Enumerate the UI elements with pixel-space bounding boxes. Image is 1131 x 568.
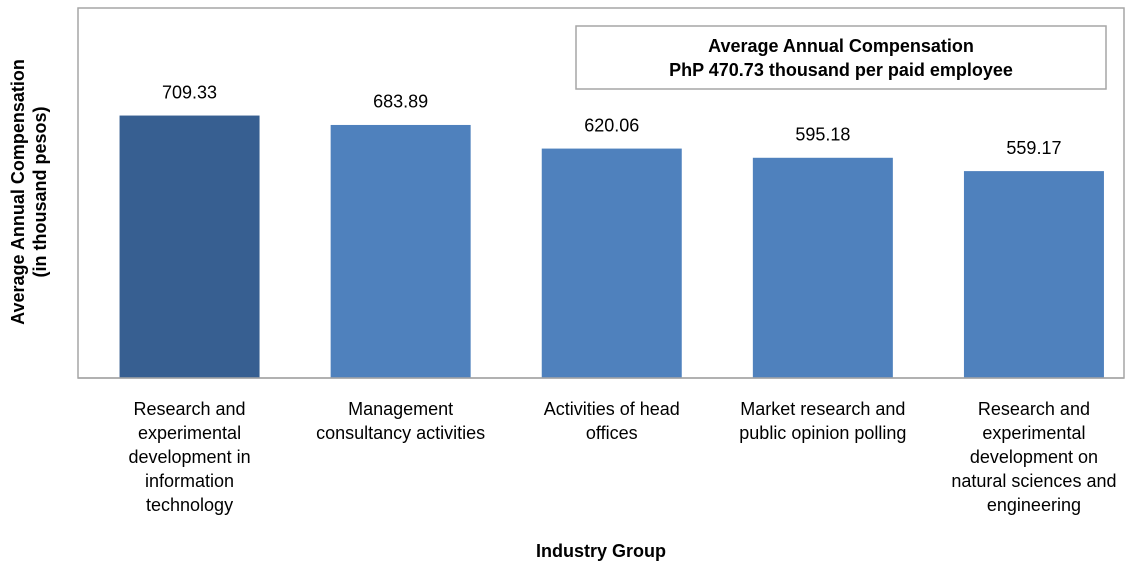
x-tick-label: Market research and public opinion polli… — [739, 399, 907, 443]
x-tick-label: Research and experimental development in… — [128, 399, 251, 515]
x-tick-label: Research and experimental development on… — [951, 399, 1117, 515]
bar — [963, 171, 1104, 378]
y-axis-title: (in thousand pesos) — [30, 106, 50, 277]
data-label: 709.33 — [162, 82, 217, 102]
annotation-line: Average Annual Compensation — [708, 36, 974, 56]
bar — [541, 148, 682, 378]
y-axis-title: Average Annual Compensation — [8, 59, 28, 325]
annotation-box — [575, 25, 1107, 90]
x-tick-label: Management consultancy activities — [316, 399, 486, 443]
annotation-line: PhP 470.73 thousand per paid employee — [669, 60, 1013, 80]
data-label: 620.06 — [584, 115, 639, 135]
data-label: 559.17 — [1006, 138, 1061, 158]
x-axis-title: Industry Group — [536, 541, 666, 561]
bar — [119, 115, 260, 378]
data-label: 683.89 — [373, 92, 428, 112]
data-label: 595.18 — [795, 125, 850, 145]
x-tick-label: Activities of head offices — [543, 399, 680, 443]
bar — [752, 157, 893, 378]
bar — [330, 124, 471, 379]
